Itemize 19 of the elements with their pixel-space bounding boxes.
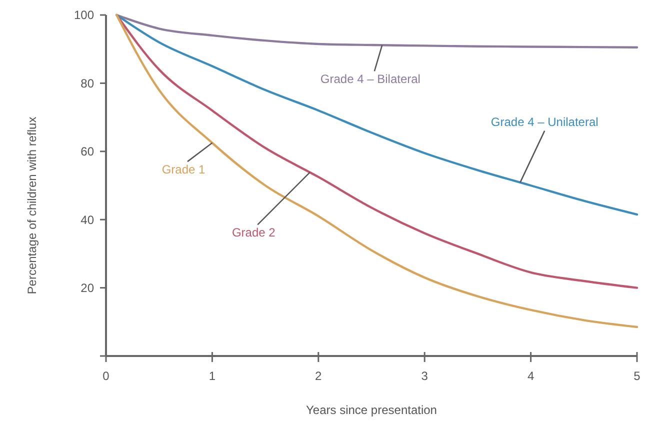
line-series (116, 14, 638, 48)
x-tick-label: 4 (527, 369, 534, 383)
series-label: Grade 1 (162, 162, 206, 177)
y-tick-label: 80 (80, 76, 94, 90)
y-axis-title: Percentage of children with reflux (25, 116, 39, 294)
x-tick-label: 3 (421, 369, 428, 383)
y-tick-label: 60 (80, 144, 94, 159)
text: Grade 2 (232, 226, 276, 240)
x-tick-label: 5 (634, 369, 641, 383)
y-tick-label: 40 (80, 212, 94, 227)
line-series (116, 14, 638, 216)
y-tick-label: 100 (74, 8, 94, 22)
x-axis-title: Years since presentation (306, 403, 437, 417)
text: Grade 4 – Bilateral (320, 72, 420, 86)
x-tick-label: 0 (102, 369, 110, 383)
y-tick-label: 20 (80, 281, 94, 295)
x-tick-label: 2 (315, 369, 322, 383)
text: Grade 4 – Unilateral (490, 114, 598, 129)
x-tick-label: 1 (208, 369, 216, 383)
